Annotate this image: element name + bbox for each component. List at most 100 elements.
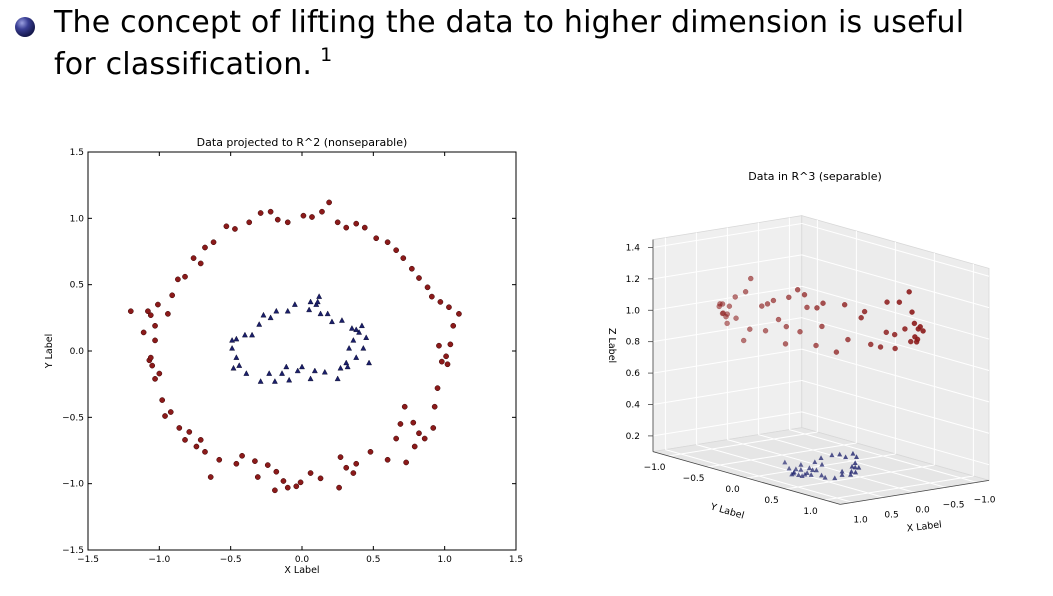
outer-ring-point bbox=[167, 409, 174, 415]
axis-line bbox=[652, 451, 841, 505]
inner-ring-point-3d bbox=[796, 472, 802, 478]
outer-ring-point bbox=[169, 292, 176, 299]
outer-ring-point-3d bbox=[783, 323, 790, 330]
inner-ring-point bbox=[283, 363, 290, 370]
outer-ring-point bbox=[450, 322, 457, 329]
outer-ring-point bbox=[254, 474, 261, 480]
outer-ring-point bbox=[239, 452, 245, 459]
y-tick-label: 1.5 bbox=[70, 148, 84, 158]
outer-ring-point bbox=[175, 276, 181, 283]
outer-ring-point bbox=[272, 487, 278, 494]
outer-ring-point bbox=[326, 199, 332, 206]
x-tick-label: 1.0 bbox=[438, 555, 453, 565]
y-tick-label: 1.0 bbox=[803, 507, 818, 517]
outer-ring-point bbox=[343, 224, 350, 231]
y-tick-label: 1.0 bbox=[70, 214, 85, 224]
outer-ring-point bbox=[152, 322, 158, 329]
bullet-text: The concept of lifting the data to highe… bbox=[54, 6, 1014, 82]
inner-ring-point-3d bbox=[793, 466, 799, 472]
inner-ring-point bbox=[363, 334, 370, 340]
outer-ring-point bbox=[246, 219, 253, 226]
inner-ring-point-3d bbox=[804, 470, 810, 476]
grid-line bbox=[668, 431, 818, 457]
chart-title: Data projected to R^2 (nonseparable) bbox=[197, 136, 408, 149]
outer-ring-point bbox=[284, 484, 291, 491]
outer-ring-point-3d bbox=[748, 275, 754, 282]
outer-ring-point bbox=[165, 311, 171, 317]
footnote-marker: 1 bbox=[320, 44, 333, 66]
outer-ring-point bbox=[147, 312, 154, 319]
outer-ring-point bbox=[384, 456, 391, 463]
y-axis-label: Y Label bbox=[708, 501, 745, 521]
inner-ring-point-3d bbox=[839, 472, 845, 477]
outer-ring-point bbox=[293, 483, 300, 490]
inner-ring-point bbox=[346, 345, 353, 351]
inner-ring-point-3d bbox=[791, 469, 797, 475]
plot-frame bbox=[87, 151, 517, 551]
outer-ring-point-3d bbox=[858, 315, 864, 321]
inner-ring-point bbox=[353, 354, 360, 360]
inner-ring-point-3d bbox=[782, 459, 788, 465]
outer-ring-point-3d bbox=[819, 323, 825, 330]
outer-ring-point bbox=[233, 460, 240, 467]
outer-ring-point-3d bbox=[920, 328, 926, 334]
outer-ring-point bbox=[421, 435, 428, 442]
inner-ring-point bbox=[236, 362, 243, 368]
outer-ring-point bbox=[411, 443, 418, 450]
outer-ring-point bbox=[401, 403, 408, 410]
outer-ring-point bbox=[216, 456, 223, 463]
outer-ring-point bbox=[202, 448, 208, 455]
outer-ring-point-3d bbox=[801, 292, 808, 298]
inner-ring-point bbox=[229, 345, 236, 351]
inner-ring-point bbox=[321, 368, 328, 375]
outer-ring-point-3d bbox=[861, 308, 868, 315]
outer-ring-point bbox=[367, 448, 374, 455]
inner-ring-point bbox=[306, 306, 313, 313]
outer-ring-point bbox=[182, 437, 188, 443]
outer-ring-point-3d bbox=[742, 289, 749, 295]
inner-ring-point bbox=[286, 376, 293, 383]
inner-ring-point bbox=[230, 364, 237, 371]
inner-ring-point bbox=[279, 370, 285, 376]
inner-ring-point bbox=[343, 359, 350, 366]
outer-ring-point-3d bbox=[813, 342, 819, 349]
inner-ring-point bbox=[353, 326, 360, 333]
y-tick-label: −1.5 bbox=[62, 546, 84, 556]
z-tick-label: 0.4 bbox=[626, 400, 641, 410]
outer-ring-point-3d bbox=[723, 314, 729, 320]
inner-ring-point bbox=[339, 317, 345, 323]
outer-ring-point bbox=[155, 301, 161, 308]
outer-ring-point bbox=[267, 208, 274, 215]
inner-ring-point bbox=[233, 335, 240, 342]
z-tick-label: 0.6 bbox=[626, 369, 641, 379]
outer-ring-point bbox=[447, 341, 454, 348]
outer-ring-point bbox=[197, 437, 204, 443]
inner-ring-point-3d bbox=[798, 467, 804, 472]
z-tick-label: 1.0 bbox=[626, 306, 641, 316]
outer-ring-point bbox=[437, 299, 444, 305]
outer-ring-point bbox=[397, 421, 404, 427]
outer-ring-point-3d bbox=[912, 334, 918, 340]
outer-ring-point bbox=[430, 425, 437, 431]
x-tick-label: 1.5 bbox=[509, 555, 523, 565]
outer-ring-point-3d bbox=[762, 328, 769, 334]
inner-ring-point bbox=[249, 331, 256, 338]
inner-ring-point-3d bbox=[850, 450, 856, 456]
outer-ring-point bbox=[436, 342, 442, 349]
outer-ring-point-3d bbox=[747, 326, 753, 332]
outer-ring-point bbox=[202, 244, 208, 251]
inner-ring-point bbox=[257, 378, 264, 384]
y-axis-label: Y Label bbox=[44, 334, 55, 369]
bullet-text-content: The concept of lifting the data to highe… bbox=[54, 5, 965, 82]
y-tick-label: −1.0 bbox=[62, 480, 84, 490]
x-axis-label: X Label bbox=[284, 565, 319, 576]
outer-ring-point-3d bbox=[891, 331, 898, 338]
outer-ring-point bbox=[409, 265, 415, 272]
outer-ring-point-3d bbox=[804, 304, 810, 311]
outer-ring-point bbox=[337, 454, 344, 460]
outer-ring-point bbox=[319, 208, 325, 215]
inner-ring-point-3d bbox=[813, 467, 819, 473]
outer-ring-point bbox=[152, 376, 158, 382]
inner-ring-point-3d bbox=[786, 465, 792, 471]
outer-ring-point bbox=[434, 385, 441, 391]
